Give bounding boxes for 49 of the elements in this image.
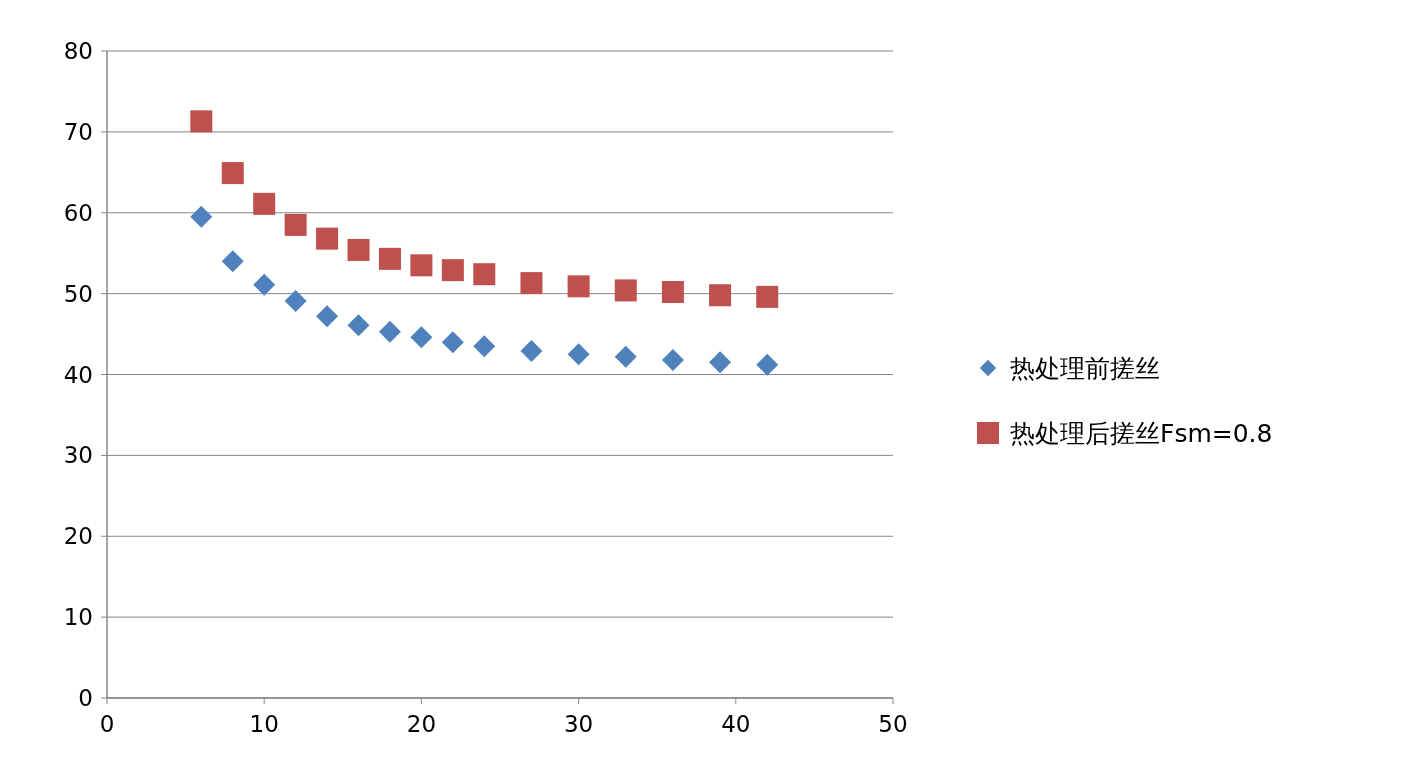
point <box>520 272 543 295</box>
y-tick-label: 20 <box>63 523 93 550</box>
y-tick-label: 80 <box>63 38 93 64</box>
x-tick-label: 0 <box>99 711 115 737</box>
point <box>614 345 637 368</box>
point <box>709 351 732 374</box>
y-tick-label: 60 <box>63 199 93 226</box>
point <box>316 305 339 328</box>
point <box>410 326 433 349</box>
point <box>441 259 464 282</box>
point <box>284 213 307 236</box>
point <box>441 331 464 354</box>
point <box>190 205 213 228</box>
x-tick-label: 10 <box>249 711 279 737</box>
point <box>221 162 244 185</box>
point <box>614 279 637 302</box>
point <box>221 250 244 273</box>
point <box>520 340 543 363</box>
point <box>661 281 684 304</box>
y-tick-label: 50 <box>63 280 93 307</box>
point <box>190 110 213 133</box>
point <box>347 238 370 261</box>
y-tick-label: 70 <box>63 118 93 145</box>
x-tick-label: 30 <box>563 711 594 737</box>
point <box>378 320 401 343</box>
point <box>253 192 276 215</box>
x-tick-label: 40 <box>721 711 751 737</box>
point <box>567 343 590 366</box>
point <box>567 275 590 298</box>
legend-label: 热处理前搓丝 <box>1010 354 1160 383</box>
point <box>756 353 779 376</box>
point <box>756 285 779 308</box>
point <box>473 263 496 286</box>
x-tick-label: 50 <box>878 711 908 737</box>
point <box>473 335 496 358</box>
point <box>709 284 732 307</box>
point <box>410 254 433 277</box>
point <box>378 247 401 270</box>
point <box>316 227 339 250</box>
x-tick-label: 20 <box>406 711 437 737</box>
y-tick-label: 10 <box>63 604 93 631</box>
y-tick-label: 40 <box>63 361 93 388</box>
point <box>661 348 684 371</box>
y-tick-label: 30 <box>63 442 93 469</box>
point <box>347 314 370 337</box>
legend-label: 热处理后搓丝Fsm=0.8 <box>1010 419 1273 448</box>
y-tick-label: 0 <box>78 685 93 711</box>
point <box>284 289 307 312</box>
point <box>253 273 276 296</box>
